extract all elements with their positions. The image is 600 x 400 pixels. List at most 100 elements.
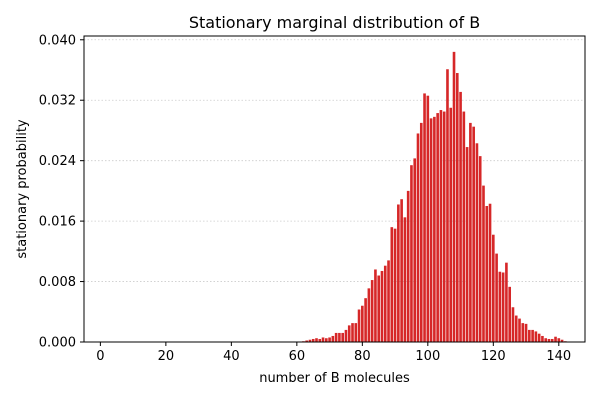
bar (370, 280, 374, 342)
bar (511, 307, 515, 342)
bar (521, 323, 525, 342)
bar (429, 118, 433, 342)
y-tick-label: 0.040 (39, 33, 76, 48)
bar (315, 338, 318, 342)
bar (364, 298, 367, 342)
bar (554, 336, 557, 342)
bar (505, 262, 508, 342)
bar (361, 305, 364, 342)
bar (524, 323, 528, 342)
bar (305, 340, 308, 342)
bar (531, 329, 534, 342)
bar (465, 147, 469, 342)
y-tick-label: 0.032 (39, 94, 76, 109)
bar (514, 315, 518, 342)
x-axis-label: number of B molecules (259, 371, 410, 386)
y-tick-label: 0.008 (39, 275, 76, 290)
bar (311, 338, 315, 342)
bar (338, 332, 341, 342)
bar (433, 116, 436, 342)
bar (544, 338, 548, 342)
bar (472, 126, 475, 343)
bar (550, 338, 554, 342)
bar (498, 271, 502, 342)
bar (410, 165, 413, 342)
bar (393, 228, 397, 342)
bar (446, 69, 449, 342)
bar (452, 51, 456, 342)
bar (400, 199, 403, 342)
bar (308, 339, 312, 342)
bar (528, 329, 531, 342)
bar (351, 323, 354, 342)
bar (383, 265, 387, 342)
bar (318, 338, 322, 342)
bar (321, 337, 325, 342)
y-axis-ticks: 0.000 0.008 0.016 0.024 0.032 0.040 (39, 33, 84, 351)
bar (325, 338, 328, 342)
bar (488, 203, 492, 342)
bar (449, 107, 453, 343)
x-tick-label: 0 (96, 349, 104, 364)
bar (492, 234, 495, 342)
bar (436, 113, 439, 342)
y-tick-label: 0.000 (39, 336, 76, 351)
bar (478, 156, 482, 342)
bar (462, 111, 466, 342)
bar (469, 122, 472, 342)
bar (541, 335, 544, 342)
x-tick-label: 100 (415, 349, 440, 364)
bar (485, 206, 489, 342)
bar (475, 143, 479, 342)
x-tick-label: 120 (481, 349, 506, 364)
bar (397, 204, 400, 342)
bar (455, 73, 459, 343)
bar (534, 331, 538, 342)
bar (423, 93, 426, 342)
bar (560, 339, 564, 342)
bar (374, 269, 377, 342)
y-axis-label: stationary probability (15, 119, 30, 259)
bar (482, 185, 485, 342)
bar (334, 332, 338, 342)
bar (354, 323, 358, 342)
bar (547, 338, 551, 342)
bar (419, 122, 423, 342)
x-tick-label: 140 (546, 349, 571, 364)
x-tick-label: 60 (289, 349, 306, 364)
bar (495, 253, 498, 342)
bar (347, 325, 351, 342)
bar (416, 133, 420, 342)
bar (426, 95, 430, 342)
y-tick-label: 0.024 (39, 154, 76, 169)
bar (328, 337, 331, 342)
bar (380, 270, 384, 342)
x-tick-label: 80 (354, 349, 371, 364)
bar (406, 190, 410, 342)
plot-frame (83, 35, 586, 343)
bar (341, 332, 344, 342)
y-gridlines (84, 39, 585, 282)
bar (439, 110, 443, 343)
bar (501, 272, 505, 342)
bar (403, 217, 407, 342)
bar (357, 309, 361, 342)
bar (344, 329, 348, 342)
bar (331, 335, 335, 342)
bar (377, 275, 381, 342)
bar (557, 338, 561, 342)
bar (537, 333, 541, 342)
bar (413, 158, 417, 342)
x-tick-label: 20 (158, 349, 175, 364)
x-tick-label: 40 (223, 349, 240, 364)
y-tick-label: 0.016 (39, 215, 76, 230)
bar (387, 260, 390, 342)
bar (390, 227, 394, 342)
bars (302, 51, 567, 343)
bar (442, 111, 446, 342)
bar (508, 286, 511, 342)
bar (367, 288, 371, 342)
chart-title: Stationary marginal distribution of B (189, 13, 480, 32)
x-axis-ticks: 0 20 40 60 80 100 120 140 (96, 342, 571, 364)
